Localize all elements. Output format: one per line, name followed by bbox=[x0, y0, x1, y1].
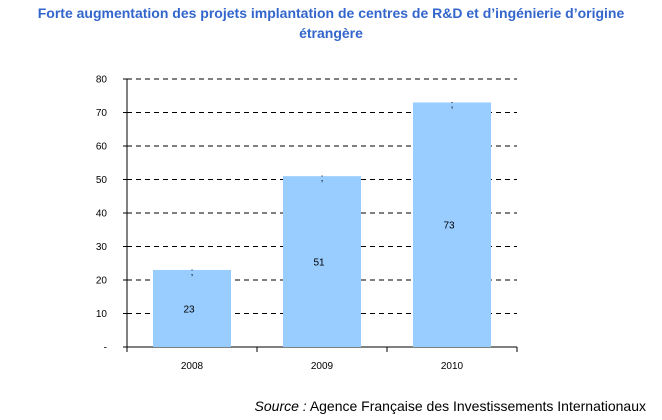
y-tick-label-80: 80 bbox=[96, 75, 108, 86]
value-label-2009: 51 bbox=[313, 258, 325, 269]
bar-end-mark-2008: ; bbox=[191, 267, 194, 278]
source-note: Source : Agence Française des Investisse… bbox=[255, 398, 646, 414]
y-tick-label-20: 20 bbox=[96, 276, 108, 287]
y-tick-label-30: 30 bbox=[96, 242, 108, 253]
chart-title-line-2: étrangère bbox=[299, 25, 363, 41]
y-tick-label-10: 10 bbox=[96, 309, 108, 320]
y-tick-label-60: 60 bbox=[96, 142, 108, 153]
y-axis-ticks: - 10 20 30 40 50 60 70 80 bbox=[96, 75, 127, 354]
value-label-2008: 23 bbox=[183, 304, 195, 315]
bar-chart: - 10 20 30 40 50 60 70 80 ; 23; 51; 73 2008 2009 2010 bbox=[96, 75, 518, 372]
chart-title-line-1: Forte augmentation des projets implantat… bbox=[37, 5, 625, 21]
y-tick-label-40: 40 bbox=[96, 209, 108, 220]
bar-2010 bbox=[413, 102, 491, 347]
value-label-2010: 73 bbox=[443, 221, 455, 232]
y-tick-label-50: 50 bbox=[96, 175, 108, 186]
bar-2009 bbox=[283, 176, 361, 347]
chart-title: Forte augmentation des projets implantat… bbox=[0, 3, 662, 43]
bar-2008 bbox=[153, 269, 231, 347]
bar-end-mark-2010: ; bbox=[451, 99, 454, 110]
bar-end-mark-2009: ; bbox=[321, 173, 324, 184]
source-label: Source : bbox=[254, 398, 307, 414]
bars: ; 23; 51; 73 bbox=[153, 99, 491, 347]
y-tick-label-0: - bbox=[104, 343, 107, 354]
y-tick-label-70: 70 bbox=[96, 108, 108, 119]
x-tick-label-2009: 2009 bbox=[311, 361, 334, 372]
x-tick-label-2010: 2010 bbox=[441, 361, 464, 372]
source-text: Agence Française des Investissements Int… bbox=[309, 398, 646, 414]
x-tick-label-2008: 2008 bbox=[181, 361, 204, 372]
x-axis-labels: 2008 2009 2010 bbox=[181, 361, 464, 372]
